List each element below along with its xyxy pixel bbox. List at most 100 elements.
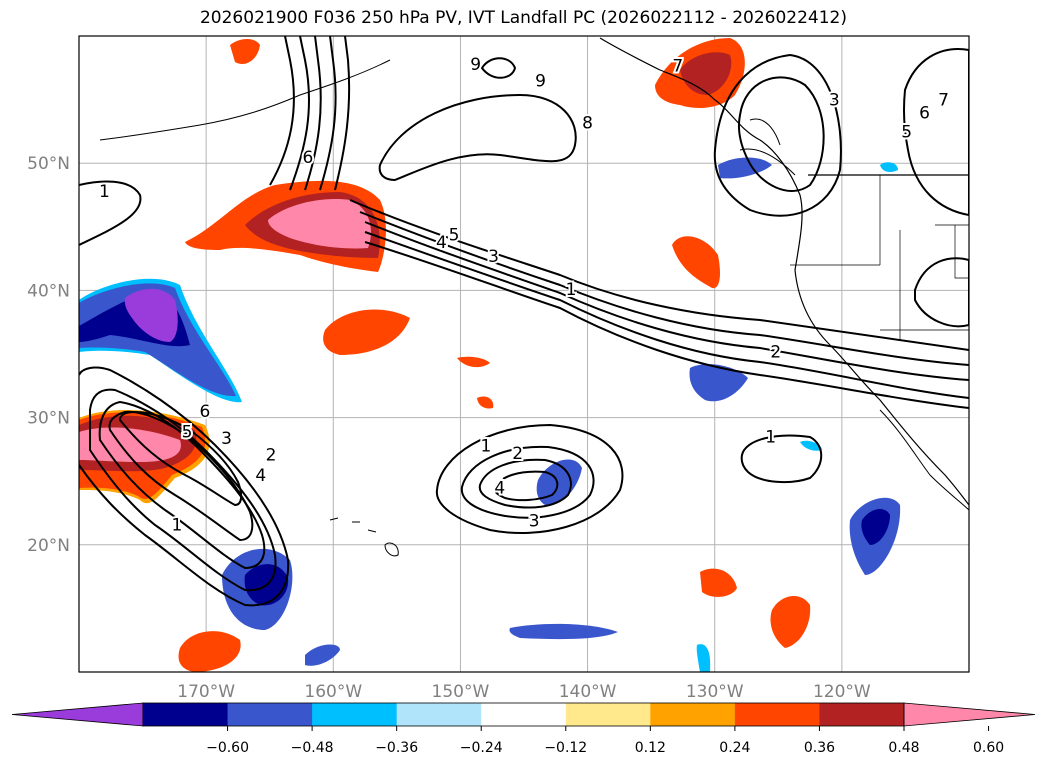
positive-anomaly-patch-e <box>700 568 737 597</box>
positive-anomaly-patch-g <box>178 631 241 672</box>
longitude-tick-label: 150°W <box>432 682 490 702</box>
negative-anomaly-patch-f <box>305 644 340 666</box>
contour-label: 4 <box>436 233 447 253</box>
contour-central-low-1 <box>435 423 624 534</box>
positive-anomaly-patch-d <box>477 396 494 409</box>
colorbar-cell <box>650 703 736 726</box>
contour-label: 6 <box>919 103 930 123</box>
contour-jet-4 <box>364 231 969 399</box>
colorbar-cell <box>312 703 398 726</box>
colorbar-tick-label: −0.48 <box>291 740 334 756</box>
contour-north-9 <box>378 93 577 182</box>
contour-alaska-3 <box>738 76 825 192</box>
positive-anomaly-patch-h <box>230 39 260 65</box>
positive-anomaly-patch-b <box>672 236 720 289</box>
colorbar-frame <box>142 702 905 727</box>
contour-label: 3 <box>221 429 232 449</box>
colorbar-tick-label: −0.60 <box>206 740 249 756</box>
colorbar-cell <box>227 703 313 726</box>
colorbar-cell <box>481 703 567 726</box>
negative-anomaly-patch-e <box>509 623 618 640</box>
latitude-tick-label: 20°N <box>27 536 70 556</box>
colorbar-cell <box>143 703 229 726</box>
map-title: 2026021900 F036 250 hPa PV, IVT Landfall… <box>199 8 847 28</box>
contour-southwest-trough-4 <box>108 410 254 542</box>
longitude-tick-labels: 170°W 160°W 150°W 140°W 130°W 120°W <box>177 682 871 702</box>
contour-label: 2 <box>266 445 277 465</box>
contour-southwest-trough-1 <box>79 366 290 607</box>
contour-north-ridge-5 <box>334 36 351 191</box>
colorbar-tick-label: 0.24 <box>719 740 750 756</box>
contour-label: 1 <box>99 182 110 202</box>
plot-frame <box>78 35 970 673</box>
colorbar-tick-labels: −0.60 −0.48 −0.36 −0.24 −0.12 0.12 0.24 0.36 0.4… <box>206 726 1004 756</box>
contour-label: 5 <box>182 423 193 443</box>
longitude-tick-label: 120°W <box>813 682 871 702</box>
colorbar-extend-low <box>11 702 144 727</box>
colorbar-cell <box>734 703 820 726</box>
contour-label: 6 <box>199 402 210 422</box>
contour-southwest-trough-5 <box>118 410 243 507</box>
contour-label: 4 <box>494 479 505 499</box>
colorbar-cell <box>396 703 482 726</box>
colorbar-cell <box>819 703 905 726</box>
contour-north-ridge-3 <box>304 36 322 191</box>
contour-north-9-small <box>480 57 517 79</box>
longitude-tick-label: 160°W <box>304 682 362 702</box>
negative-anomaly-patch-d-core <box>861 508 890 545</box>
longitude-tick-label: 170°W <box>177 682 235 702</box>
contour-label: 3 <box>529 512 540 532</box>
contour-label: 1 <box>480 437 491 457</box>
contour-label: 7 <box>672 56 683 76</box>
contour-west-1 <box>79 180 142 246</box>
contour-label: 8 <box>980 70 991 90</box>
baja-coast <box>879 409 969 511</box>
plot-background <box>79 36 969 672</box>
latitude-tick-label: 40°N <box>27 281 70 301</box>
contour-jet-3 <box>364 221 969 381</box>
colorbar-tick-label: −0.36 <box>375 740 418 756</box>
contour-southwest-trough-2 <box>89 388 277 592</box>
colorbar-tick-label: 0.60 <box>973 740 1004 756</box>
contour-jet-1 <box>349 199 969 351</box>
colorbar-tick-label: −0.24 <box>460 740 503 756</box>
negative-anomaly-patch-h <box>696 644 711 672</box>
contour-label: 8 <box>1003 302 1014 322</box>
contour-central-low-2 <box>460 445 595 519</box>
negative-anomaly-patch-c <box>689 364 748 402</box>
colorbar-tick-label: 0.36 <box>804 740 835 756</box>
contour-label: 1 <box>171 515 182 535</box>
contour-central-low-3 <box>478 458 572 509</box>
longitude-tick-label: 130°W <box>686 682 744 702</box>
contour-north-ridge-1 <box>269 36 295 186</box>
negative-anomaly-patch-j <box>880 162 898 173</box>
colorbar-cell <box>565 703 651 726</box>
contour-label: 3 <box>488 247 499 267</box>
positive-anomaly-patch-c <box>457 356 490 368</box>
positive-anomaly-patch-a <box>323 309 410 355</box>
coastlines <box>99 37 969 557</box>
contour-southwest-trough-3 <box>98 400 266 570</box>
positive-anomaly-patch-f <box>770 595 811 648</box>
contour-label: 9 <box>470 55 481 75</box>
negative-anomaly-patch-g <box>718 157 772 179</box>
longitude-tick-label: 140°W <box>559 682 617 702</box>
contour-label: 6 <box>302 148 313 168</box>
colorbar-tick-label: 0.48 <box>888 740 919 756</box>
positive-anomaly-north-pink <box>268 199 371 249</box>
negative-anomaly-patch-b <box>536 459 582 506</box>
contour-label: 8 <box>582 113 593 133</box>
colorbar-extend-high <box>903 702 1036 727</box>
contour-label: 5 <box>449 225 460 245</box>
contour-label: 3 <box>829 91 840 111</box>
state-borders <box>790 175 969 340</box>
aleutian-islands <box>99 59 391 141</box>
contour-jet-5 <box>364 241 969 409</box>
latitude-tick-label: 30°N <box>27 409 70 429</box>
west-canada-islands <box>739 118 796 176</box>
contour-eastern-low <box>740 434 823 484</box>
contour-label: 2 <box>770 342 781 362</box>
contour-label: 4 <box>255 466 266 486</box>
